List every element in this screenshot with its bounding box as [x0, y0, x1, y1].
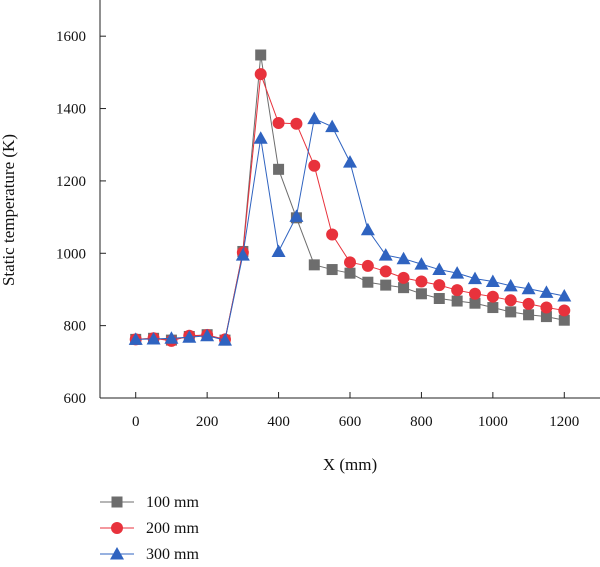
data-point	[235, 248, 250, 261]
data-point	[380, 279, 392, 291]
data-point	[379, 265, 392, 278]
data-point	[307, 111, 322, 125]
x-axis-title: X (mm)	[323, 455, 377, 474]
data-point	[398, 282, 410, 294]
y-tick-label: 1400	[56, 102, 86, 118]
data-point	[378, 248, 393, 261]
y-tick-label: 600	[64, 391, 87, 407]
data-point	[540, 301, 553, 314]
data-point	[503, 278, 518, 292]
series-line	[135, 117, 565, 341]
legend: 100 mm 200 mm 300 mm	[100, 494, 199, 563]
x-tick-label: 1200	[549, 414, 579, 430]
data-point	[539, 285, 554, 298]
x-tick-label: 600	[339, 414, 362, 430]
legend-marker	[110, 547, 124, 560]
data-point	[415, 275, 428, 288]
y-axis-title: Static temperature (K)	[0, 134, 18, 286]
data-point	[146, 332, 161, 345]
data-point	[290, 117, 303, 130]
data-point	[505, 306, 517, 318]
data-point	[255, 49, 267, 61]
data-point	[200, 328, 215, 342]
data-point	[451, 295, 463, 307]
data-point	[308, 159, 321, 172]
data-point	[451, 284, 464, 297]
data-point	[272, 117, 285, 130]
data-point	[486, 290, 499, 303]
series-line	[135, 74, 565, 342]
data-point	[344, 267, 356, 279]
data-point	[343, 155, 357, 168]
data-point	[164, 331, 179, 344]
data-point	[558, 304, 571, 317]
legend-marker	[111, 522, 123, 534]
y-tick-label: 1200	[56, 174, 86, 190]
data-point	[468, 271, 482, 285]
legend-item: 300 mm	[100, 546, 199, 563]
data-point	[521, 281, 536, 295]
data-point	[485, 274, 500, 287]
data-point	[415, 288, 427, 300]
x-tick-label: 400	[267, 414, 290, 430]
y-tick-label: 1600	[56, 29, 86, 45]
data-point	[254, 68, 267, 81]
legend-label: 100 mm	[146, 494, 199, 511]
data-point	[558, 314, 570, 326]
data-point	[469, 287, 481, 300]
x-tick-label: 800	[410, 414, 433, 430]
legend-label: 200 mm	[146, 520, 199, 537]
data-point	[325, 119, 340, 133]
data-point	[557, 288, 572, 302]
data-point	[504, 294, 517, 307]
x-tick-label: 1000	[478, 414, 508, 430]
data-point	[414, 257, 429, 270]
data-point	[326, 264, 338, 276]
data-point	[360, 222, 375, 236]
data-point	[361, 259, 374, 272]
legend-marker	[111, 496, 123, 508]
data-point	[469, 297, 481, 309]
series-300-mm	[128, 111, 572, 346]
data-point	[523, 309, 535, 321]
series-200-mm	[129, 68, 571, 347]
data-point	[487, 302, 499, 314]
x-tick-label: 0	[132, 414, 140, 430]
y-tick-label: 1000	[56, 246, 86, 262]
data-point	[128, 332, 143, 345]
data-point	[253, 131, 268, 144]
y-tick-label: 800	[64, 319, 87, 335]
legend-label: 300 mm	[146, 546, 199, 563]
data-point	[344, 256, 356, 269]
axes: 0 200 400 600 800 1000 1200 600 800 1000 1200 1400 1…	[56, 0, 600, 430]
data-point	[433, 293, 445, 304]
x-tick-label: 200	[196, 414, 219, 430]
data-point	[396, 251, 411, 265]
data-point	[450, 266, 465, 279]
data-point	[271, 244, 286, 257]
data-point	[432, 262, 447, 276]
data-point	[218, 333, 232, 346]
data-point	[362, 276, 374, 288]
data-point	[522, 297, 535, 310]
series-line	[135, 54, 565, 341]
series-layer	[128, 49, 572, 347]
data-point	[326, 228, 339, 241]
data-point	[308, 259, 320, 271]
legend-item: 200 mm	[100, 520, 199, 537]
data-point	[273, 163, 285, 175]
series-100-mm	[130, 49, 570, 346]
data-point	[540, 311, 552, 323]
data-point	[397, 271, 410, 284]
data-point	[433, 279, 446, 292]
data-point	[289, 209, 304, 222]
legend-item: 100 mm	[100, 494, 199, 511]
data-point	[182, 330, 197, 343]
